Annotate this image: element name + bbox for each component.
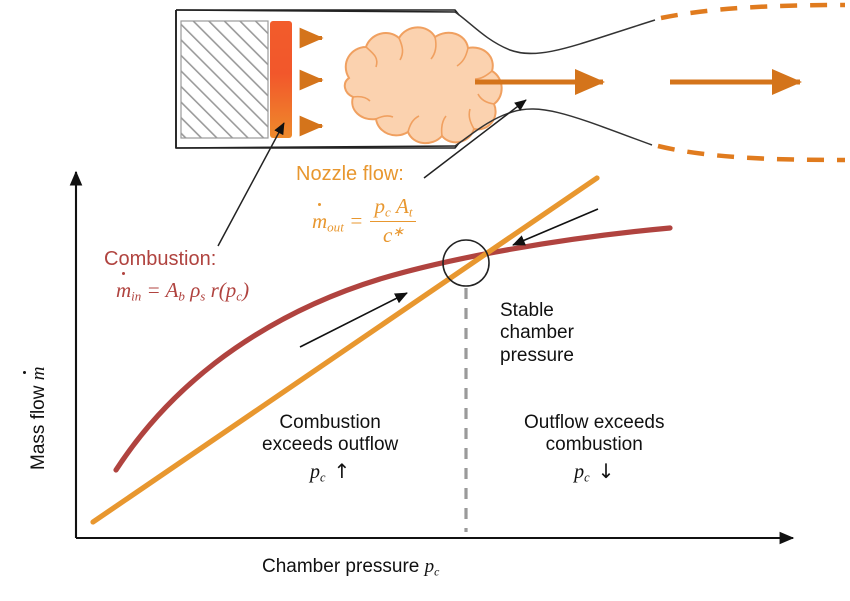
nozzle-flow-line [90, 175, 600, 525]
combustion-term-r: r [210, 277, 219, 302]
stable-caption-line3: pressure [500, 344, 574, 366]
nozzle-num-p-subscript: c [384, 204, 391, 220]
nozzle-mdot-symbol: m [312, 202, 328, 233]
burning-surface [270, 21, 292, 138]
combustion-term-A-subscript: b [178, 288, 185, 304]
left-region-line2: exceeds outflow [262, 434, 399, 456]
stable-caption-line1: Stable [500, 300, 554, 321]
left-region-line1: Combustion [279, 412, 381, 433]
left-region-symbol-subscript: c [319, 470, 326, 485]
arrow-to-combustion-curve [299, 292, 408, 348]
nozzle-den-c: c [383, 222, 393, 247]
combustion-equals: = [146, 277, 161, 302]
nozzle-fraction: pc At c∗ [370, 194, 417, 248]
combustion-term-p: p [225, 277, 237, 302]
combustion-paren-open: ( [218, 277, 226, 302]
leader-line-nozzle [423, 99, 527, 179]
left-region-symbol: pc ↑ [309, 458, 351, 485]
right-region-symbol-subscript: c [584, 470, 590, 485]
arrow-to-nozzle-line [512, 208, 599, 246]
combustion-term-A: A [165, 277, 179, 302]
combustion-mdot-subscript: in [131, 288, 142, 304]
nozzle-denominator: c∗ [379, 222, 408, 248]
nozzle-equals: = [349, 208, 364, 233]
combustion-term-p-subscript: c [236, 288, 243, 304]
nozzle-numerator: pc At [370, 194, 417, 222]
x-axis-label-text: Chamber pressure [262, 556, 420, 577]
combustion-term-rho-subscript: s [200, 288, 206, 304]
combustion-term-rho: ρ [190, 277, 201, 302]
nozzle-den-star: ∗ [392, 224, 404, 240]
stable-caption-line2: chamber [500, 322, 574, 344]
stable-pressure-caption: Stable chamber pressure [500, 300, 574, 367]
nozzle-heading: Nozzle flow: [296, 163, 404, 185]
leader-line-combustion [217, 122, 285, 247]
combustion-annotation: Combustion: min = Ab ρs r(pc) [104, 248, 249, 304]
left-region-caption: Combustion exceeds outflow pc ↑ [262, 412, 398, 485]
combustion-heading: Combustion: [104, 248, 217, 270]
combustion-curve [113, 225, 673, 473]
right-region-trend-arrow: ↓ [597, 458, 615, 483]
y-axis-label-text: Mass flow [28, 385, 49, 470]
left-region-trend-arrow: ↑ [333, 458, 351, 483]
chart-axes [69, 170, 795, 545]
right-region-line2: combustion [545, 434, 643, 456]
right-region-symbol: pc ↓ [574, 458, 615, 485]
nozzle-mdot-subscript: out [327, 219, 344, 235]
x-axis-symbol: p [424, 556, 435, 577]
intersection-marker [442, 239, 490, 287]
nozzle-equation: mout = pc At c∗ [312, 194, 418, 250]
x-axis-symbol-subscript: c [434, 565, 440, 579]
right-region-caption: Outflow exceeds combustion pc ↓ [524, 412, 664, 485]
x-axis-title: Chamber pressure pc [262, 556, 439, 579]
propellant-grain [180, 20, 269, 139]
nozzle-num-A: A [396, 194, 409, 218]
combustion-gas-cloud [343, 26, 503, 144]
y-axis-symbol: m [28, 366, 49, 381]
chart-pointer-arrows [299, 208, 599, 348]
nozzle-num-p: p [374, 194, 385, 218]
combustion-equation: min = Ab ρs r(pc) [116, 271, 250, 304]
combustion-paren-close: ) [242, 277, 250, 302]
right-region-line1: Outflow exceeds [524, 412, 665, 433]
exhaust-plume-boundary [657, 2, 846, 163]
y-axis-title: Mass flow m [14, 197, 49, 470]
combustion-mdot-symbol: m [116, 271, 132, 302]
nozzle-num-A-subscript: t [408, 204, 413, 220]
mass-flow-arrows-chamber [299, 27, 324, 137]
